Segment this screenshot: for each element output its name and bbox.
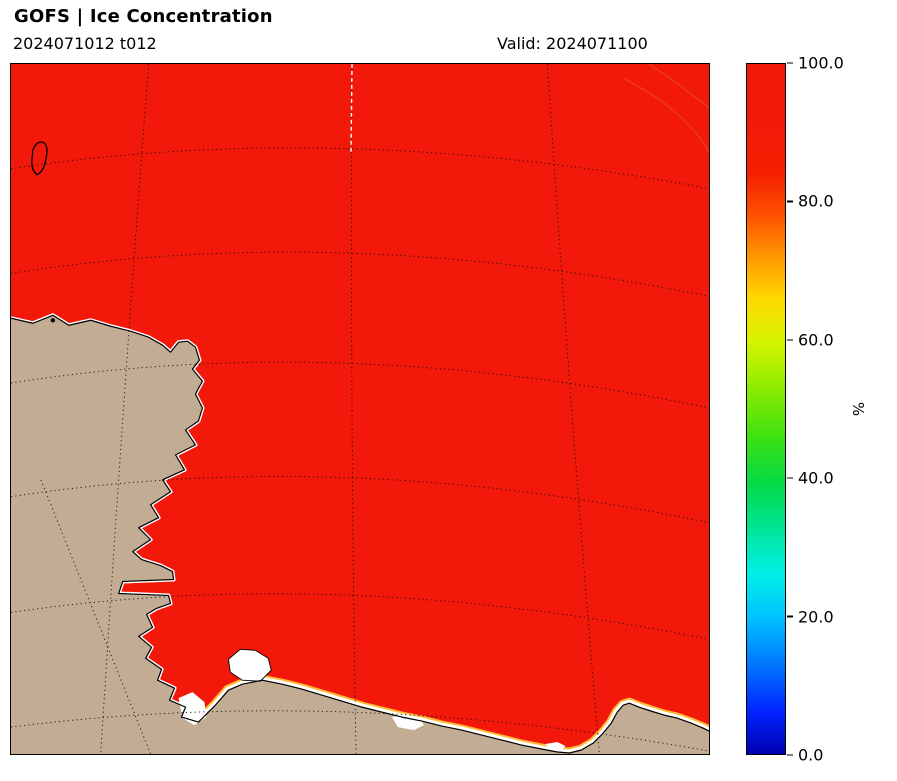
colorbar-tick: 100.0 xyxy=(787,54,844,73)
polynya-patch xyxy=(391,714,424,731)
tick-label: 0.0 xyxy=(798,745,824,765)
graticule-meridians xyxy=(40,64,600,754)
meridian-line xyxy=(100,64,150,754)
polynya-patch xyxy=(545,742,566,752)
run-timestamp: 2024071012 t012 xyxy=(13,34,157,53)
ice-streak xyxy=(623,78,709,153)
tick-mark xyxy=(787,615,793,618)
islet-dot xyxy=(50,318,56,323)
colorbar-tick: 60.0 xyxy=(787,330,834,349)
tick-label: 80.0 xyxy=(798,191,834,211)
colorbar-tick: 0.0 xyxy=(787,746,823,765)
colorbar-unit-label: % xyxy=(849,401,867,417)
figure-title: GOFS | Ice Concentration xyxy=(14,6,273,27)
map-axes xyxy=(10,63,710,755)
colorbar-tick: 80.0 xyxy=(787,192,834,211)
tick-mark xyxy=(787,477,793,479)
coastline xyxy=(11,314,709,754)
meridian-line xyxy=(546,64,600,754)
polynya-patch xyxy=(227,648,272,682)
meridian-line xyxy=(351,64,357,754)
island-outline xyxy=(31,141,48,176)
land-mass xyxy=(11,315,709,754)
tick-label: 20.0 xyxy=(798,607,834,627)
colorbar-tick: 20.0 xyxy=(787,607,834,626)
tick-mark xyxy=(787,339,793,341)
tick-mark xyxy=(787,200,793,203)
tick-mark xyxy=(787,754,793,756)
map-svg xyxy=(11,64,709,754)
colorbar xyxy=(746,63,786,755)
valid-timestamp: Valid: 2024071100 xyxy=(497,34,648,53)
colorbar-gradient xyxy=(747,64,785,754)
tick-mark xyxy=(787,62,793,64)
ice-streak xyxy=(648,64,709,109)
colorbar-tick: 40.0 xyxy=(787,469,834,488)
polynya-patch xyxy=(178,692,207,726)
tick-label: 60.0 xyxy=(798,330,834,350)
meridian-white-segment xyxy=(350,64,353,152)
tick-label: 40.0 xyxy=(798,468,834,488)
tick-label: 100.0 xyxy=(798,53,844,73)
meridian-line xyxy=(40,479,152,754)
